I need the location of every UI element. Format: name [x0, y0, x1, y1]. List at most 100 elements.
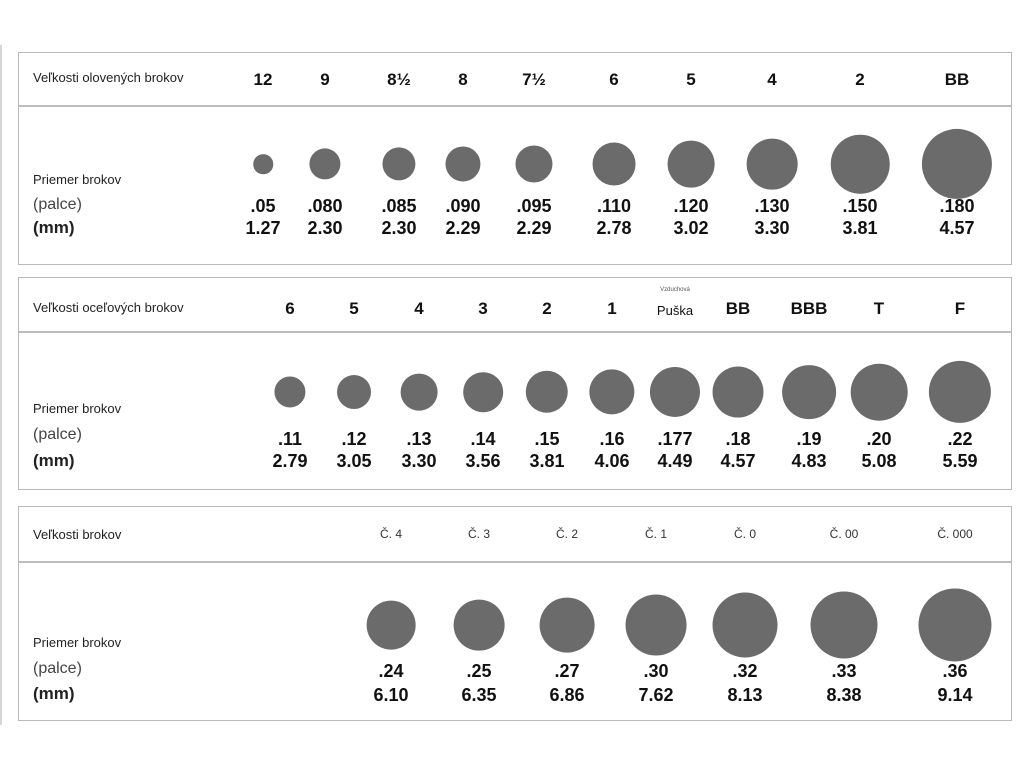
lead-mm-value-4: 2.29 — [445, 218, 481, 238]
steel-mm-value-8: 4.57 — [720, 451, 756, 471]
buck-inch-value-2: .25 — [466, 661, 492, 681]
lead-inch-value-2: .080 — [307, 196, 343, 216]
steel-pellet-dot-1 — [274, 376, 306, 408]
lead-inch-value-8: .130 — [754, 196, 790, 216]
steel-mm-value-3: 3.30 — [401, 451, 437, 471]
buck-pellet-dot-2 — [453, 599, 505, 651]
lead-inch-value-4: .090 — [445, 196, 481, 216]
steel-mm-value-2: 3.05 — [336, 451, 372, 471]
steel-size-label-8: BB — [725, 299, 751, 318]
buck-size-label-4: Č. 1 — [644, 527, 667, 541]
lead-shot-panel: Veľkosti olovených brokov Priemer brokov… — [18, 52, 1012, 265]
buck-mm-value-5: 8.13 — [727, 685, 763, 705]
buck-size-label-2: Č. 3 — [467, 527, 490, 541]
lead-mm-value-9: 3.81 — [842, 218, 878, 238]
buck-inch-label: (palce) — [33, 660, 82, 677]
buck-pellet-dot-3 — [539, 597, 595, 653]
steel-size-label-6: 1 — [607, 299, 617, 318]
steel-size-label-9: BBB — [790, 299, 828, 318]
buck-pellet-dot-6 — [810, 591, 878, 659]
buck-mm-value-2: 6.35 — [461, 685, 497, 705]
lead-inch-value-10: .180 — [939, 196, 975, 216]
lead-inch-label: (palce) — [33, 196, 82, 213]
lead-pellet-dot-9 — [830, 134, 890, 194]
steel-inch-value-1: .11 — [277, 429, 303, 449]
buck-mm-value-6: 8.38 — [826, 685, 862, 705]
steel-inch-value-5: .15 — [534, 429, 560, 449]
buck-size-label-1: Č. 4 — [379, 527, 402, 541]
steel-mm-value-11: 5.59 — [942, 451, 978, 471]
lead-mm-value-7: 3.02 — [673, 218, 709, 238]
lead-pellet-dot-1 — [253, 154, 273, 174]
buck-pellet-dot-1 — [366, 600, 416, 650]
steel-pellet-dot-3 — [400, 373, 438, 411]
steel-inch-label: (palce) — [33, 426, 82, 443]
lead-mm-value-1: 1.27 — [245, 218, 281, 238]
lead-pellet-dot-6 — [592, 142, 636, 186]
lead-size-label-6: 6 — [609, 70, 619, 89]
steel-pellet-dot-8 — [712, 366, 764, 418]
buck-header-row — [19, 507, 1011, 563]
steel-mm-value-10: 5.08 — [861, 451, 897, 471]
lead-pellet-dot-8 — [746, 138, 798, 190]
buck-inch-value-1: .24 — [378, 661, 404, 681]
buck-row-label: Priemer brokov — [33, 635, 122, 650]
buck-mm-label: (mm) — [33, 684, 75, 703]
lead-pellet-dot-7 — [667, 140, 715, 188]
left-edge-line — [0, 45, 2, 725]
lead-mm-value-8: 3.30 — [754, 218, 790, 238]
lead-mm-value-6: 2.78 — [596, 218, 632, 238]
steel-size-label-3: 4 — [414, 299, 424, 318]
steel-mm-value-7: 4.49 — [657, 451, 693, 471]
lead-size-label-1: 12 — [253, 70, 273, 89]
lead-size-label-9: 2 — [855, 70, 865, 89]
steel-inch-value-3: .13 — [406, 429, 432, 449]
buck-header-label: Veľkosti brokov — [33, 527, 122, 542]
steel-size-label-11: F — [954, 299, 966, 318]
buck-size-label-7: Č. 000 — [937, 527, 973, 541]
lead-pellet-dot-3 — [382, 147, 416, 181]
lead-inch-value-6: .110 — [596, 196, 632, 216]
lead-inch-value-3: .085 — [381, 196, 417, 216]
steel-row-label: Priemer brokov — [33, 401, 122, 416]
lead-mm-value-3: 2.30 — [381, 218, 417, 238]
buck-mm-value-7: 9.14 — [937, 685, 973, 705]
buck-inch-value-6: .33 — [831, 661, 857, 681]
steel-pellet-dot-2 — [337, 375, 371, 409]
steel-pellet-dot-7 — [649, 366, 701, 418]
steel-size-label-1: 6 — [285, 299, 295, 318]
steel-pellet-dot-4 — [463, 372, 503, 412]
buck-pellet-dot-5 — [712, 592, 778, 658]
lead-header-row — [19, 53, 1011, 107]
lead-size-label-10: BB — [944, 70, 970, 89]
steel-header-label: Veľkosti oceľových brokov — [33, 300, 184, 315]
steel-pellet-dot-6 — [589, 369, 635, 415]
steel-size-label-10: T — [873, 299, 885, 318]
lead-size-label-7: 5 — [686, 70, 696, 89]
steel-header-row — [19, 278, 1011, 333]
buck-mm-value-3: 6.86 — [549, 685, 585, 705]
lead-mm-value-2: 2.30 — [307, 218, 343, 238]
steel-size-label-2: 5 — [349, 299, 359, 318]
lead-size-label-8: 4 — [767, 70, 777, 89]
steel-inch-value-6: .16 — [599, 429, 625, 449]
buck-inch-value-3: .27 — [554, 661, 580, 681]
lead-mm-value-10: 4.57 — [939, 218, 975, 238]
lead-inch-value-7: .120 — [673, 196, 709, 216]
steel-mm-value-9: 4.83 — [791, 451, 827, 471]
steel-size-label-5: 2 — [542, 299, 552, 318]
steel-mm-value-4: 3.56 — [465, 451, 501, 471]
buck-size-label-6: Č. 00 — [829, 527, 859, 541]
lead-pellet-dot-10 — [921, 128, 993, 200]
steel-inch-value-9: .19 — [796, 429, 822, 449]
lead-pellet-dot-5 — [515, 145, 553, 183]
lead-mm-label: (mm) — [33, 218, 75, 237]
steel-mm-label: (mm) — [33, 451, 75, 470]
buck-inch-value-5: .32 — [732, 661, 758, 681]
buck-mm-value-4: 7.62 — [638, 685, 674, 705]
lead-size-label-3: 8½ — [387, 70, 411, 89]
buck-pellet-dot-4 — [625, 594, 687, 656]
lead-mm-value-5: 2.29 — [516, 218, 552, 238]
lead-header-label: Veľkosti olovených brokov — [33, 70, 184, 85]
buck-size-label-5: Č. 0 — [733, 527, 756, 541]
